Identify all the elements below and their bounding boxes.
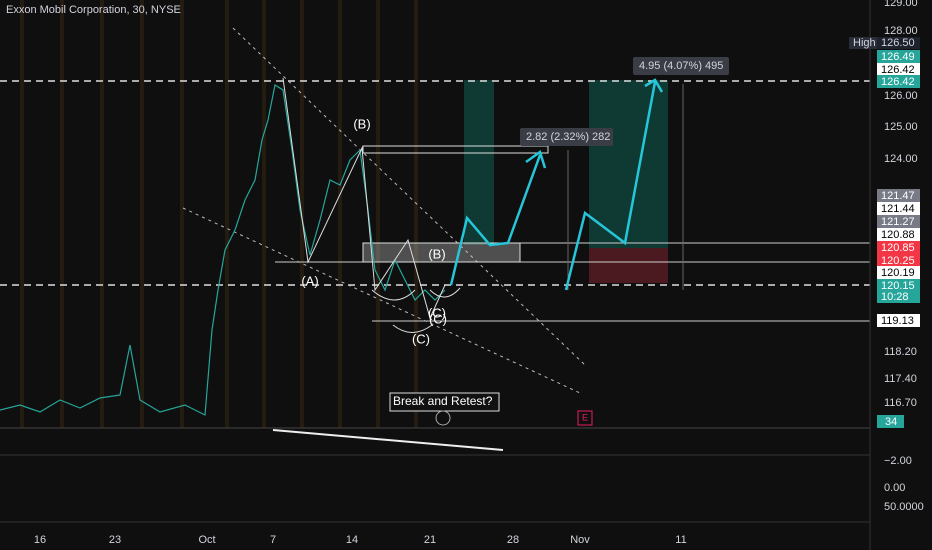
event-marker[interactable] — [577, 410, 593, 426]
tag-bg — [877, 279, 920, 303]
measure-label: 2.82 (2.32%) 282 — [526, 131, 610, 143]
time-label: 23 — [109, 534, 121, 546]
price-tag: 121.47 — [881, 190, 915, 202]
time-label: 28 — [507, 534, 519, 546]
time-label: 7 — [270, 534, 276, 546]
tag-bg — [849, 37, 877, 49]
time-label: 11 — [675, 534, 686, 546]
indicator-label: 0.00 — [884, 482, 905, 494]
trend-line — [182, 207, 581, 394]
time-label: 21 — [424, 534, 436, 546]
tag-bg — [877, 314, 920, 327]
price-label: 129.00 — [884, 0, 918, 9]
wave-label: (B) — [353, 116, 370, 131]
time-label: Oct — [198, 534, 215, 546]
price-tag: 126.50 — [881, 37, 915, 49]
price-tag: 120.88 — [881, 229, 915, 241]
wave-label: (B) — [428, 246, 445, 261]
time-axis: 16 23 Oct 7 14 21 28 Nov 11 — [34, 534, 687, 546]
wave-label: (C) — [429, 311, 447, 326]
tag-bg — [877, 63, 920, 76]
countdown: 10:28 — [881, 291, 909, 303]
box — [362, 145, 549, 154]
arrowhead — [525, 78, 664, 169]
time-label: Nov — [570, 534, 590, 546]
tag-bg — [877, 266, 920, 279]
price-tag: 120.19 — [881, 267, 915, 279]
price-label: 126.00 — [884, 90, 918, 102]
tag-bg — [877, 254, 920, 267]
price-tag: 121.44 — [881, 203, 915, 215]
trend-line — [232, 27, 586, 366]
price-label: 124.00 — [884, 153, 918, 165]
projection — [449, 154, 542, 286]
time-label: 16 — [34, 534, 46, 546]
projection — [564, 81, 657, 291]
session-stripes — [20, 0, 418, 428]
tag-bg — [877, 37, 920, 49]
tag-bg — [877, 215, 920, 228]
price-label: 116.70 — [884, 397, 917, 409]
wave-label: (A) — [301, 273, 318, 288]
price-path — [0, 84, 446, 416]
price-label: 118.20 — [884, 346, 917, 358]
price-tag: 126.49 — [881, 51, 915, 63]
measure-box — [633, 57, 729, 75]
chart-title: Exxon Mobil Corporation, 30, NYSE — [6, 4, 181, 16]
tag-bg — [877, 202, 920, 215]
divergence-line — [272, 429, 504, 451]
wave-path — [282, 77, 446, 320]
target-zone — [464, 80, 494, 245]
price-tag: 121.27 — [881, 216, 915, 228]
measure-label: 4.95 (4.07%) 495 — [639, 60, 723, 72]
tag-bg — [877, 75, 920, 88]
indicator-label: 50.0000 — [884, 501, 924, 513]
tag-label: High — [853, 37, 876, 49]
event-label: E — [582, 412, 588, 422]
price-tag: 119.13 — [881, 315, 914, 327]
tag-bg — [877, 189, 920, 202]
wave-label: (C) — [412, 331, 430, 346]
price-label: 125.00 — [884, 121, 918, 133]
indicator-label: −2.00 — [884, 455, 912, 467]
volume-tag: 34 — [885, 416, 897, 428]
measure-box — [520, 128, 613, 146]
price-tag: 120.85 — [881, 242, 915, 254]
price-tag: 120.25 — [881, 255, 915, 267]
tag-bg — [877, 415, 904, 428]
price-label: 128.00 — [884, 25, 918, 37]
box — [362, 242, 521, 263]
time-label: 14 — [346, 534, 358, 546]
tag-bg — [877, 241, 920, 254]
long-stop-zone — [589, 248, 668, 283]
add-icon[interactable] — [435, 410, 451, 426]
note: Break and Retest? — [393, 394, 493, 408]
price-tag: 120.15 — [881, 280, 915, 292]
arc — [371, 287, 461, 333]
wave-label: (C) — [428, 305, 446, 320]
price-tag: 126.42 — [881, 64, 915, 76]
tag-bg — [877, 50, 920, 63]
price-label: 117.40 — [884, 373, 917, 385]
tag-bg — [877, 228, 920, 241]
price-tag: 126.42 — [881, 76, 915, 88]
